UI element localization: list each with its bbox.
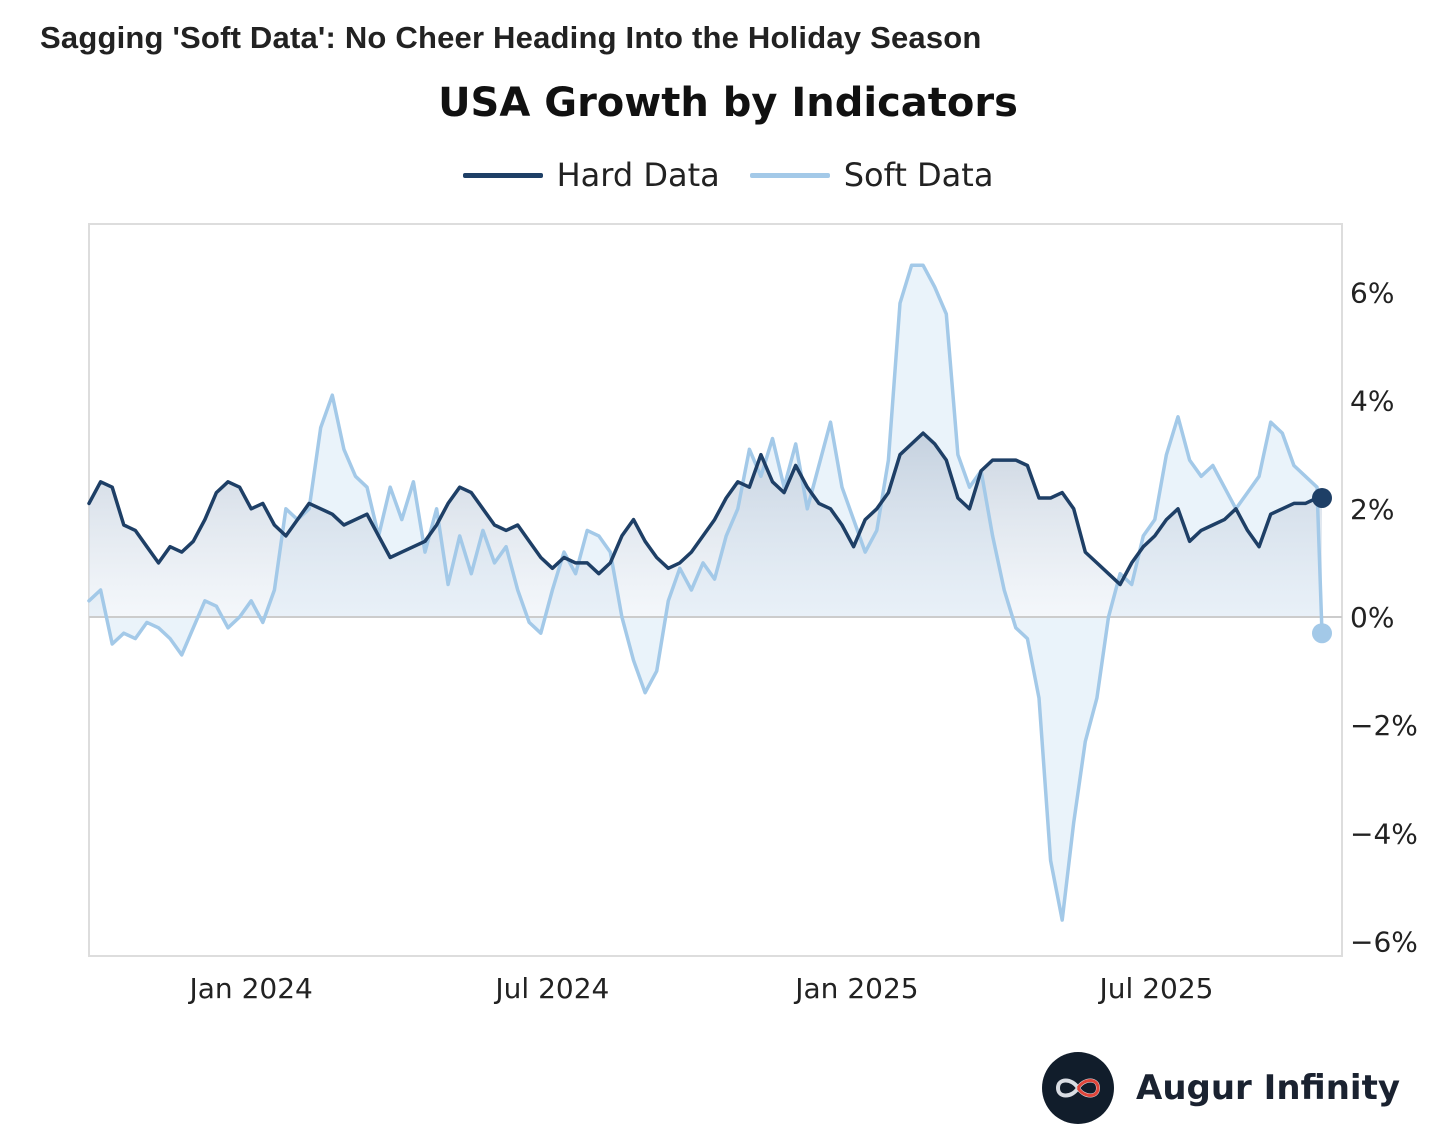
legend-swatch-soft-data [749,172,830,178]
hard-data-area [89,433,1322,617]
x-tick-label: Jan 2024 [188,972,313,1005]
legend-item-soft-data[interactable]: Soft Data [749,156,994,194]
hard-data-line [87,431,1324,587]
x-tick-label: Jul 2024 [493,972,609,1005]
soft-data-line [87,263,1324,922]
legend-label-hard-data: Hard Data [556,156,720,194]
hard-data-fill [89,433,1322,617]
y-axis: 6% 4% 2% 0% −2% −4% −6% [1350,276,1418,958]
brand: Augur Infinity [1042,1052,1400,1124]
infinity-icon [1042,1052,1114,1124]
brand-name: Augur Infinity [1136,1068,1400,1108]
legend-item-hard-data[interactable]: Hard Data [462,156,720,194]
hard-data-end-marker[interactable] [1312,487,1332,508]
legend: Hard Data Soft Data [0,156,1456,194]
legend-swatch-hard-data [462,172,543,178]
soft-data-end-marker[interactable] [1312,623,1332,644]
y-tick-label: 0% [1350,601,1394,634]
y-tick-label: 2% [1350,493,1394,526]
y-tick-label: −6% [1350,926,1418,959]
series-lines [87,263,1332,922]
y-tick-label: 6% [1350,276,1394,309]
y-tick-label: −2% [1350,709,1418,742]
x-tick-label: Jan 2025 [793,972,918,1005]
x-tick-label: Jul 2025 [1098,972,1214,1005]
y-tick-label: −4% [1350,817,1418,850]
y-tick-label: 4% [1350,385,1394,418]
chart-title: USA Growth by Indicators [438,80,1018,126]
headline: Sagging 'Soft Data': No Cheer Heading In… [40,20,982,55]
x-axis: Jan 2024 Jul 2024 Jan 2025 Jul 2025 [188,972,1214,1005]
line-chart: 6%4%2%0%−2%−4%−6% Jan 2024 Jul 2024 Jan 20… [87,223,1418,1005]
legend-label-soft-data: Soft Data [843,156,994,194]
